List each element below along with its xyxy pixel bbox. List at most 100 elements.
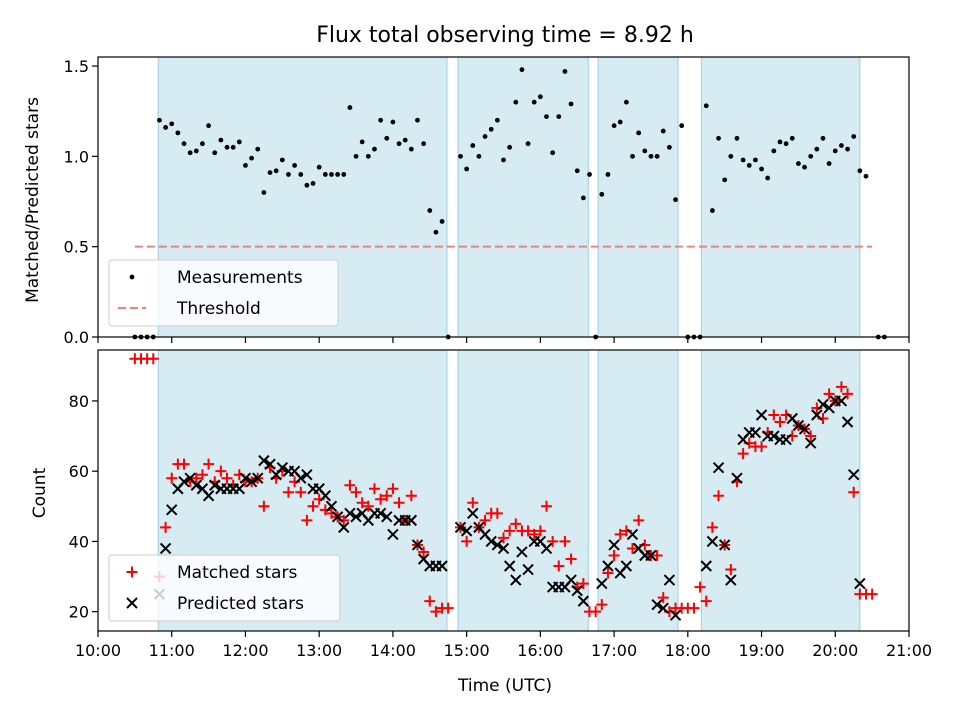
matched-star-point [614,528,626,540]
measurement-point [439,218,445,224]
matched-star-point [725,564,737,576]
measurement-point [648,153,654,159]
matched-star-point [282,486,294,498]
plot-frame [97,56,910,338]
predicted-star-point [233,483,246,495]
measurement-point [617,119,623,125]
measurement-point [175,130,181,136]
count-legend: Matched stars Predicted stars [108,554,341,622]
measurement-point [163,125,168,130]
measurement-point [187,150,193,156]
measurement-point [605,172,611,177]
predicted-star-point [780,433,792,446]
measurement-point [341,172,347,177]
matched-star-point [203,458,215,470]
plot-frame [97,349,910,632]
matched-star-point [565,553,577,565]
matched-star-point [694,581,706,593]
measurement-point [740,157,746,163]
measurement-point [814,146,820,152]
matched-star-point [774,416,786,428]
measurement-point [507,144,513,150]
measurement-point [267,170,273,176]
matched-star-point [301,514,313,526]
predicted-star-point [411,539,424,551]
measurement-point [513,99,519,105]
measurement-point [642,148,648,154]
ratio-panel: 0.0 0.5 1.0 1.5 Measurements Threshold [64,56,910,347]
predicted-star-point [749,426,762,439]
matched-star-point [590,606,602,618]
matched-star-point [534,525,546,537]
matched-star-point [602,567,614,579]
matched-star-point [307,500,319,512]
matched-star-point [393,497,405,509]
predicted-star-point [460,525,473,537]
matched-star-point [430,606,442,618]
predicted-star-point [301,468,313,481]
x-tick-label: 20:00 [812,641,858,660]
measurement-point [402,137,408,143]
measurement-point [820,135,826,141]
predicted-star-point [731,472,743,484]
measurement-point [796,161,801,166]
measurement-point [709,208,715,213]
predicted-star-point [454,521,467,534]
measurement-point [421,141,427,147]
ratio-legend: Measurements Threshold [108,259,339,327]
measurement-point [673,197,678,203]
measurement-point [525,141,531,147]
measurement-point [249,155,254,161]
predicted-star-point [602,560,614,572]
measurement-point [433,229,439,235]
x-tick-label: 21:00 [886,641,932,660]
matched-star-point [221,472,233,484]
predicted-star-point [792,419,805,432]
y-tick-label: 0.0 [64,328,89,347]
measurement-point [273,168,279,174]
measurement-point [611,123,617,129]
matched-star-point [215,465,227,477]
matched-star-point [633,514,645,526]
legend-label: Predicted stars [177,594,304,614]
predicted-star-point [350,511,362,523]
measurement-point [427,208,433,213]
matched-star-point [178,458,190,470]
predicted-star-point [651,598,663,611]
measurement-point [636,130,642,136]
matched-star-point [577,578,589,590]
matched-star-point [657,592,669,604]
measurement-point [519,67,525,73]
measurement-point [255,146,261,152]
measurement-point [365,153,371,159]
measurement-point [660,128,666,134]
time-x-axis-label: Time (UTC) [457,676,552,696]
y-tick-label: 40 [69,532,89,551]
measurement-point [623,99,629,105]
legend-marker-predicted [126,597,138,609]
matched-star-point [596,599,608,611]
predicted-star-point [718,539,731,551]
y-tick-label: 1.0 [64,147,89,166]
matched-star-point [160,521,172,533]
measurement-point [679,123,685,129]
measurement-point [746,162,752,168]
measurement-point [464,166,470,172]
matched-star-point [368,483,380,495]
matched-star-point [356,497,368,509]
matched-star-point [418,546,430,558]
measurement-point [501,157,506,163]
predicted-star-point [497,542,510,555]
measurement-point [753,157,758,163]
measurement-point [292,162,298,168]
measurement-point [703,103,709,109]
observing-interval-band [457,349,589,632]
measurement-point [488,126,494,132]
predicted-star-point [755,409,768,421]
predicted-star-point [159,542,172,555]
predicted-star-point [712,461,725,474]
measurement-point [531,99,537,105]
measurement-point [802,164,807,170]
measurement-point [243,162,248,168]
count-y-axis-label: Count [30,467,50,518]
